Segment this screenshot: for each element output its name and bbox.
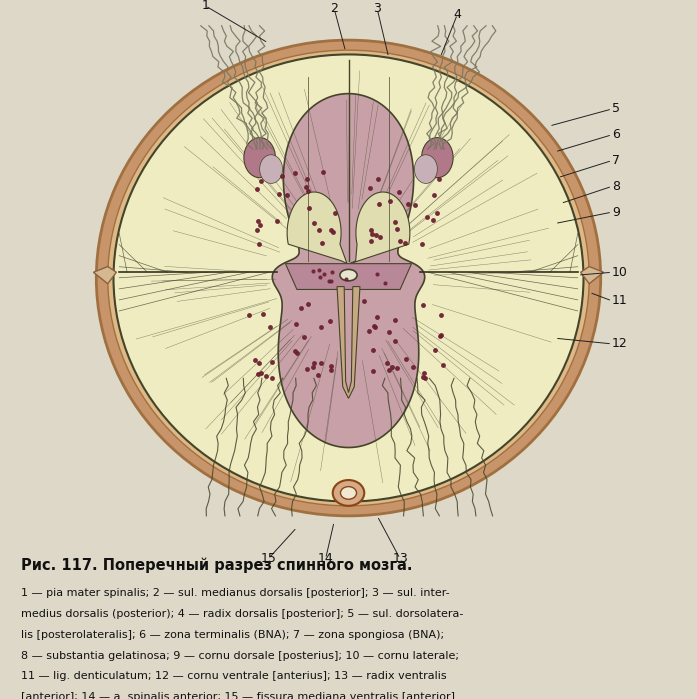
Text: 11 — lig. denticulatum; 12 — cornu ventrale [anterius]; 13 — radix ventralis: 11 — lig. denticulatum; 12 — cornu ventr…: [21, 671, 447, 682]
Text: Рис. 117. Поперечный разрез спинного мозга.: Рис. 117. Поперечный разрез спинного моз…: [21, 558, 413, 573]
Ellipse shape: [114, 55, 583, 502]
Text: 9: 9: [612, 206, 620, 219]
Polygon shape: [273, 94, 424, 447]
Text: 4: 4: [454, 8, 461, 21]
Text: 10: 10: [612, 266, 628, 279]
Text: 1 — pia mater spinalis; 2 — sul. medianus dorsalis [posterior]; 3 — sul. inter-: 1 — pia mater spinalis; 2 — sul. medianu…: [21, 589, 450, 598]
Ellipse shape: [415, 154, 437, 183]
Text: 2: 2: [330, 2, 338, 15]
Polygon shape: [93, 266, 116, 284]
Polygon shape: [287, 192, 347, 264]
Text: 7: 7: [612, 154, 620, 167]
Text: 8: 8: [612, 180, 620, 193]
Text: 1: 1: [201, 0, 209, 12]
Text: 12: 12: [612, 338, 628, 350]
Text: 13: 13: [392, 552, 408, 565]
Ellipse shape: [108, 50, 589, 506]
Ellipse shape: [422, 138, 453, 178]
Ellipse shape: [260, 154, 282, 183]
Ellipse shape: [340, 487, 357, 499]
Polygon shape: [286, 264, 411, 289]
Text: 8 — substantia gelatinosa; 9 — cornu dorsale [posterius]; 10 — cornu laterale;: 8 — substantia gelatinosa; 9 — cornu dor…: [21, 651, 459, 661]
Ellipse shape: [340, 269, 357, 281]
Text: 3: 3: [373, 2, 381, 15]
Polygon shape: [581, 266, 604, 284]
Ellipse shape: [332, 480, 365, 506]
Polygon shape: [350, 192, 410, 264]
Text: [anterior]; 14 — a. spinalis anterior; 15 — fissura mediana ventralis [anterior]: [anterior]; 14 — a. spinalis anterior; 1…: [21, 692, 459, 699]
Text: 15: 15: [260, 552, 276, 565]
Ellipse shape: [96, 40, 601, 516]
Text: medius dorsalis (posterior); 4 — radix dorsalis [posterior]; 5 — sul. dorsolater: medius dorsalis (posterior); 4 — radix d…: [21, 609, 464, 619]
Text: 14: 14: [318, 552, 333, 565]
Text: 6: 6: [612, 128, 620, 141]
Text: 11: 11: [612, 294, 628, 308]
Text: 5: 5: [612, 103, 620, 115]
Text: lis [posterolateralis]; 6 — zona terminalis (BNA); 7 — zona spongiosa (BNA);: lis [posterolateralis]; 6 — zona termina…: [21, 630, 444, 640]
Polygon shape: [337, 287, 360, 398]
Ellipse shape: [244, 138, 275, 178]
